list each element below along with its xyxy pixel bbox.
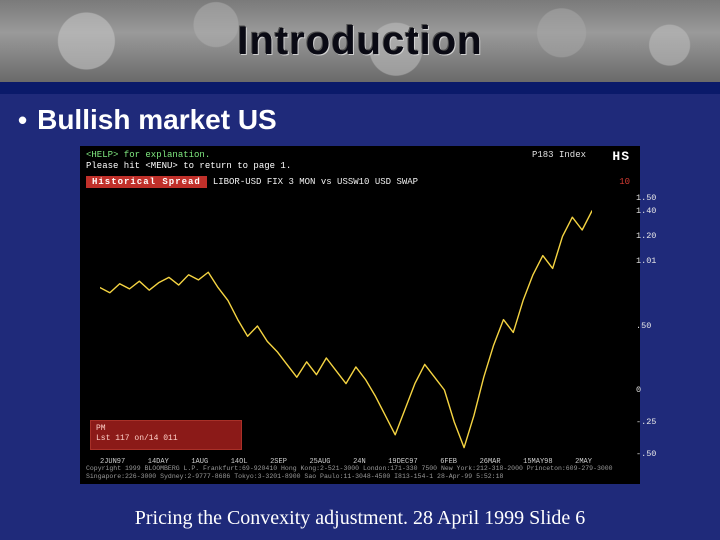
chart-area: 1.501.401.201.01.500-.25-.50 [100, 198, 592, 454]
y-tick-label: 1.50 [636, 194, 656, 203]
copyright-line-2: Singapore:226-3000 Sydney:2-9777-8686 To… [86, 473, 634, 480]
y-tick-label: 1.20 [636, 232, 656, 241]
legend-box: PM Lst 117 on/14 011 [90, 420, 242, 450]
legend-line-1: PM [96, 424, 236, 434]
legend-line-2: Lst 117 on/14 011 [96, 434, 236, 444]
slide-title: Introduction [237, 19, 482, 64]
y-tick-label: 1.01 [636, 256, 656, 265]
spread-chart [100, 198, 592, 454]
bloomberg-terminal: <HELP> for explanation. P183 Index HS Pl… [80, 146, 640, 484]
terminal-header: <HELP> for explanation. P183 Index HS Pl… [80, 146, 640, 175]
spread-row: Historical Spread LIBOR-USD FIX 3 MON vs… [80, 175, 640, 189]
title-underline [0, 82, 720, 94]
bullet-row: • Bullish market US [0, 94, 720, 142]
y-tick-label: .50 [636, 322, 651, 331]
help-line: <HELP> for explanation. [86, 150, 210, 160]
y-tick-label: -.50 [636, 450, 656, 459]
spread-right-value: 10 [619, 177, 630, 187]
slide-footer: Pricing the Convexity adjustment. 28 Apr… [0, 507, 720, 530]
title-band: Introduction [0, 0, 720, 82]
copyright-line-1: Copyright 1999 BLOOMBERG L.P. Frankfurt:… [86, 465, 634, 472]
bullet-dot-icon: • [18, 105, 27, 136]
index-label: P183 Index [532, 150, 586, 161]
terminal-footer: Copyright 1999 BLOOMBERG L.P. Frankfurt:… [86, 465, 634, 480]
y-tick-label: 1.40 [636, 207, 656, 216]
slide: Introduction • Bullish market US <HELP> … [0, 0, 720, 540]
bullet-text: Bullish market US [37, 104, 277, 136]
hs-label: HS [612, 149, 630, 165]
menu-line: Please hit <MENU> to return to page 1. [86, 161, 291, 171]
y-tick-label: 0 [636, 386, 641, 395]
y-tick-label: -.25 [636, 418, 656, 427]
historical-spread-badge: Historical Spread [86, 176, 207, 188]
spread-description: LIBOR-USD FIX 3 MON vs USSW10 USD SWAP [213, 177, 418, 187]
